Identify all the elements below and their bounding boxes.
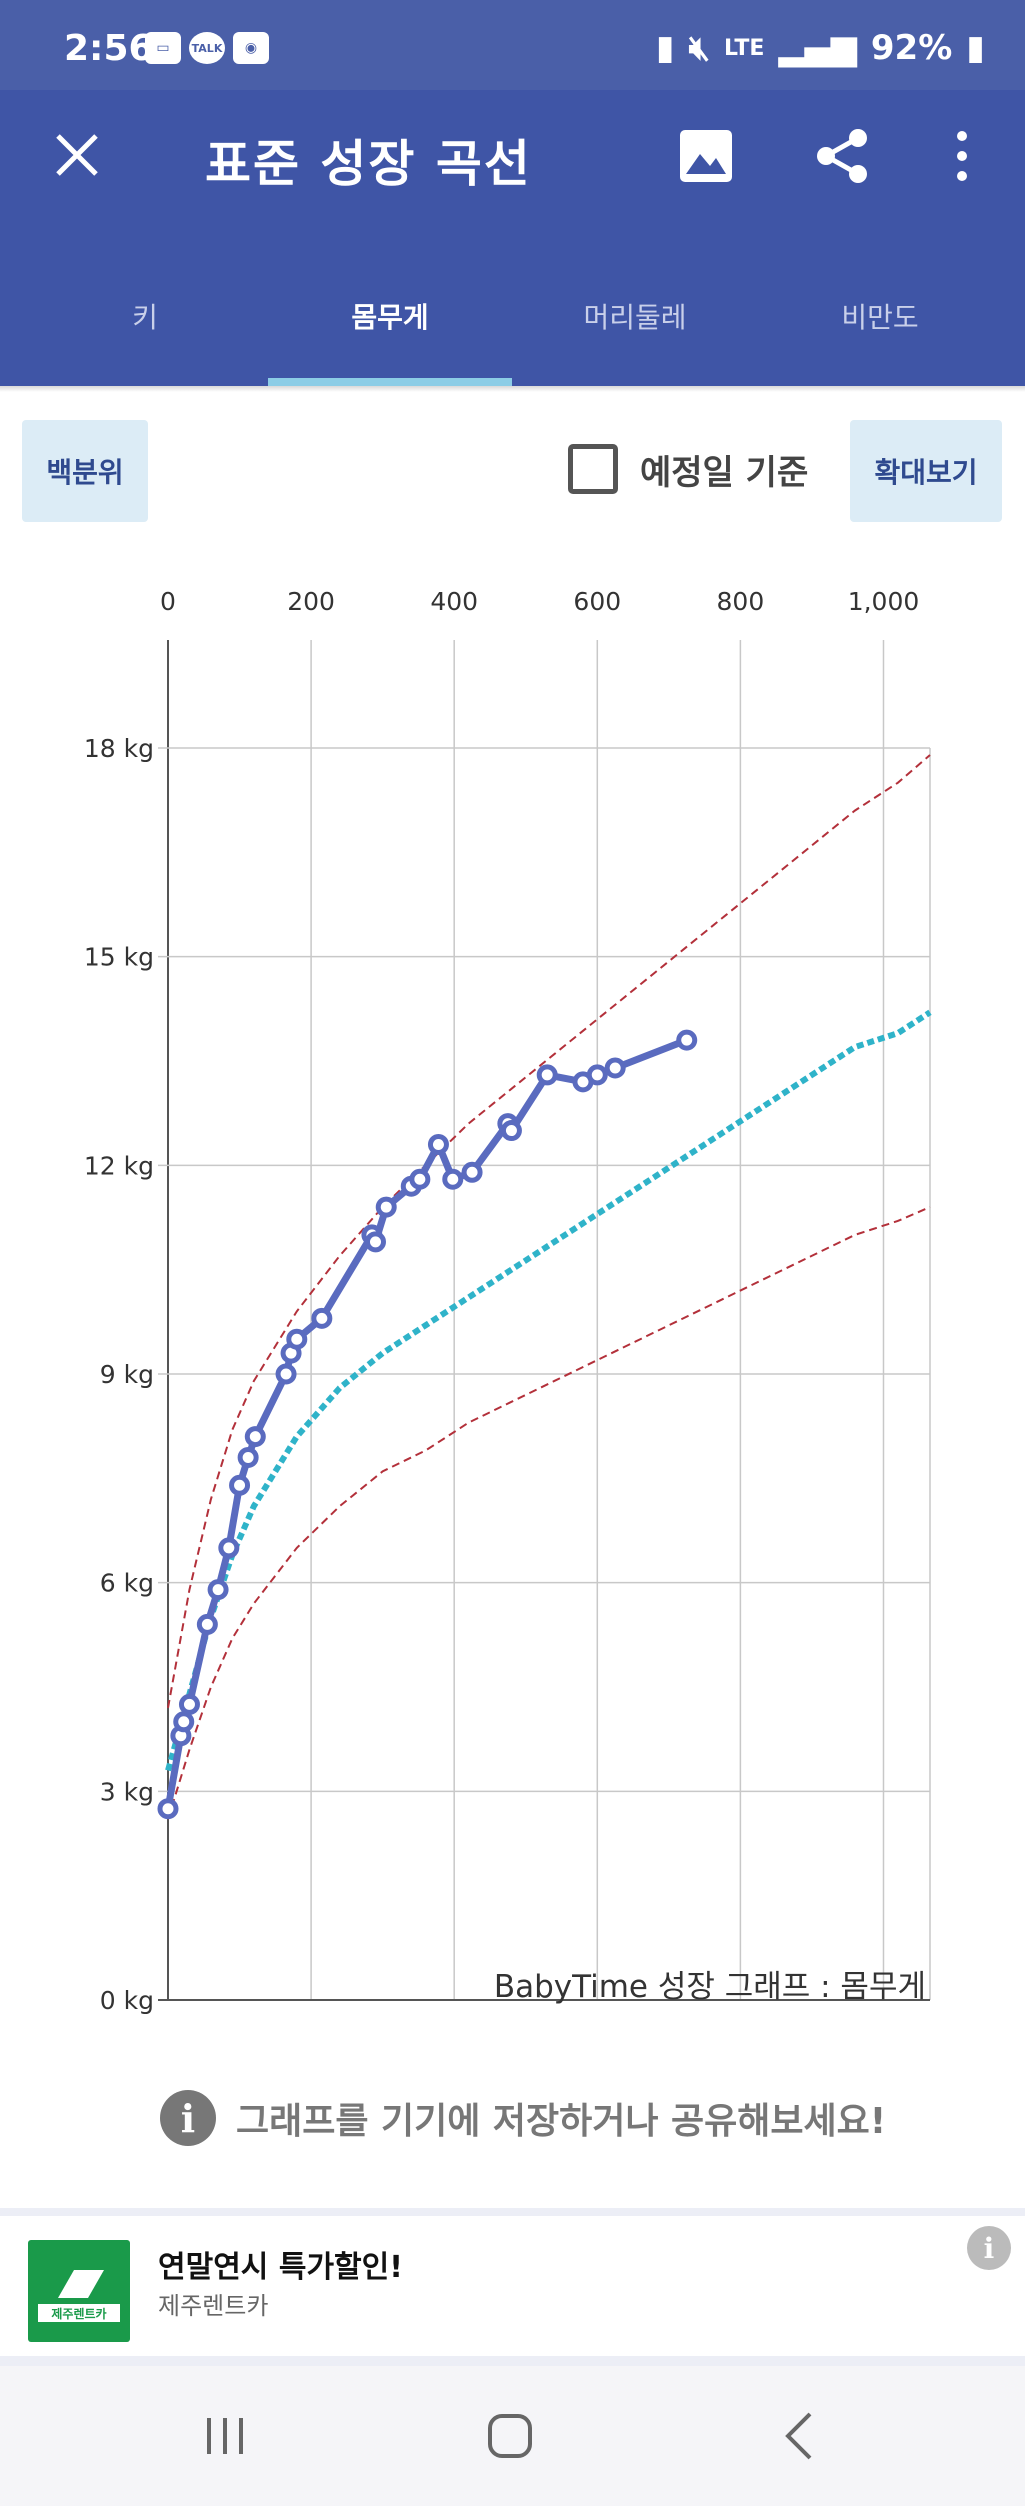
x-tick-label: 1,000 xyxy=(848,587,920,616)
chart-watermark: BabyTime 성장 그래프 : 몸무게 xyxy=(494,1969,926,2005)
y-tick-label: 3 kg xyxy=(100,1777,154,1806)
data-point xyxy=(157,1798,179,1820)
home-icon[interactable] xyxy=(480,2406,540,2466)
series-line-lower-percentile xyxy=(167,1206,931,1820)
data-point xyxy=(409,1168,431,1190)
x-tick-label: 800 xyxy=(717,587,765,616)
data-point xyxy=(461,1161,483,1183)
share-icon[interactable] xyxy=(812,126,872,186)
due-date-toggle[interactable]: 예정일 기준 xyxy=(568,444,808,494)
y-tick-label: 15 kg xyxy=(84,943,154,972)
kakaotalk-icon: TALK xyxy=(189,32,225,64)
zoom-button[interactable]: 확대보기 xyxy=(850,420,1002,522)
data-point xyxy=(536,1064,558,1086)
data-point xyxy=(286,1328,308,1350)
growth-chart: 0 200 400 600 800 1,000 0 kg 3 kg 6 kg 9 kg 12 kg 1… xyxy=(84,587,932,2015)
data-point xyxy=(178,1693,200,1715)
due-date-checkbox[interactable] xyxy=(568,444,618,494)
status-time: 2:56 xyxy=(64,28,154,69)
data-point xyxy=(237,1446,259,1468)
back-icon[interactable] xyxy=(770,2406,830,2466)
tab-head-circumference[interactable]: 머리둘레 xyxy=(583,301,687,334)
series-line-child xyxy=(164,1036,689,1810)
chart-ticks: 0 200 400 600 800 1,000 0 kg 3 kg 6 kg 9 kg 12 kg 1… xyxy=(84,587,919,2015)
x-tick-label: 400 xyxy=(430,587,478,616)
nav-divider xyxy=(0,2356,1025,2366)
x-tick-label: 0 xyxy=(160,587,176,616)
tab-indicator xyxy=(268,378,512,386)
data-point xyxy=(676,1029,698,1051)
signal-icon: ▂▄▆ xyxy=(778,28,857,68)
y-tick-label: 9 kg xyxy=(100,1360,154,1389)
chart-grid xyxy=(158,640,931,2001)
data-point xyxy=(364,1231,386,1253)
status-bar: 2:56 ▭ TALK ◉ ▮ 🔇︎ LTE ▂▄▆ 92% ▮ xyxy=(0,0,1025,90)
tab-height[interactable]: 키 xyxy=(132,301,158,334)
map-pin-icon: ◉ xyxy=(233,32,269,64)
close-icon[interactable] xyxy=(52,130,102,180)
y-tick-label: 0 kg xyxy=(100,1986,154,2015)
status-notification-icons: ▭ TALK ◉ xyxy=(145,32,269,64)
info-icon: i xyxy=(160,2090,216,2146)
status-system-icons: ▮ 🔇︎ LTE ▂▄▆ 92% ▮ xyxy=(656,28,985,68)
tab-obesity[interactable]: 비만도 xyxy=(841,301,919,334)
ad-logo-text: 제주렌트카 xyxy=(51,2306,106,2321)
x-tick-label: 600 xyxy=(573,587,621,616)
percentile-button[interactable]: 백분위 xyxy=(22,420,148,522)
image-icon[interactable] xyxy=(676,126,736,186)
series-line-median xyxy=(165,1009,932,1772)
data-point xyxy=(207,1579,229,1601)
message-icon: ▭ xyxy=(145,32,181,64)
tab-bar: 키 몸무게 머리둘레 비만도 xyxy=(0,218,1025,386)
battery-icon: ▮ xyxy=(966,28,985,68)
data-point xyxy=(196,1613,218,1635)
battery-level: 92% xyxy=(870,28,953,68)
ad-banner[interactable]: 제주렌트카 연말연시 특가할인! 제주렌트카 i xyxy=(0,2216,1025,2356)
data-point xyxy=(375,1196,397,1218)
ad-advertiser: 제주렌트카 xyxy=(158,2292,269,2320)
data-point xyxy=(275,1363,297,1385)
series-line-upper-percentile xyxy=(167,754,931,1709)
data-point xyxy=(244,1426,266,1448)
y-tick-label: 18 kg xyxy=(84,734,154,763)
tab-weight[interactable]: 몸무게 xyxy=(351,301,429,334)
save-share-hint: i 그래프를 기기에 저장하거나 공유해보세요! xyxy=(160,2090,886,2146)
recent-apps-icon[interactable] xyxy=(195,2406,255,2466)
data-point xyxy=(427,1133,449,1155)
network-type: LTE xyxy=(724,35,765,61)
y-tick-label: 6 kg xyxy=(100,1569,154,1598)
ad-title: 연말연시 특가할인! xyxy=(158,2250,403,2285)
tab-shadow xyxy=(0,386,1025,392)
mute-icon: 🔇︎ xyxy=(688,28,711,68)
more-vert-icon[interactable] xyxy=(932,126,992,186)
info-message: 그래프를 기기에 저장하거나 공유해보세요! xyxy=(236,2101,887,2142)
y-tick-label: 12 kg xyxy=(84,1151,154,1180)
chart-series xyxy=(157,754,932,1820)
data-point xyxy=(173,1711,195,1733)
data-point xyxy=(218,1537,240,1559)
data-point xyxy=(311,1307,333,1329)
x-tick-label: 200 xyxy=(287,587,335,616)
system-nav-bar xyxy=(0,2366,1025,2506)
ad-info-icon[interactable]: i xyxy=(967,2226,1011,2270)
app-bar: 표준 성장 곡선 xyxy=(0,90,1025,218)
data-point xyxy=(500,1120,522,1142)
data-point xyxy=(442,1168,464,1190)
battery-saver-icon: ▮ xyxy=(655,28,675,68)
data-point xyxy=(586,1064,608,1086)
ad-divider xyxy=(0,2208,1025,2216)
due-date-label: 예정일 기준 xyxy=(640,452,809,493)
page-title: 표준 성장 곡선 xyxy=(205,135,532,193)
ad-logo: 제주렌트카 xyxy=(28,2240,130,2342)
data-point xyxy=(229,1474,251,1496)
data-point xyxy=(604,1057,626,1079)
